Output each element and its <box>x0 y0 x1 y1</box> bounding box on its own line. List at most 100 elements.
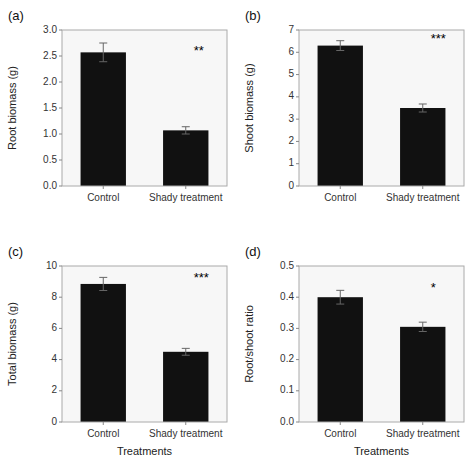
y-tick-label: 1 <box>288 157 294 168</box>
x-tick <box>185 422 186 425</box>
panel-label: (d) <box>245 244 261 259</box>
panel-label: (c) <box>8 244 23 259</box>
y-tick <box>59 160 62 161</box>
y-tick-label: 6 <box>51 322 57 333</box>
significance-label: *** <box>194 270 209 285</box>
y-tick <box>59 56 62 57</box>
y-tick-label: 0 <box>288 180 294 191</box>
marks <box>81 277 209 422</box>
panel: 0.00.51.01.52.02.53.0ControlShady treatm… <box>6 8 227 203</box>
y-tick <box>296 266 299 267</box>
y-tick <box>59 328 62 329</box>
panel: 0.0 0.1 0.2 0.3 0.4 0.5 Control Shady treatment… <box>243 244 464 457</box>
y-tick-label: 7 <box>288 24 294 35</box>
error-bar <box>336 290 344 304</box>
plot-area <box>299 30 464 186</box>
y-tick-label: 8 <box>51 291 57 302</box>
bar <box>318 46 363 186</box>
y-tick <box>59 390 62 391</box>
y-tick <box>59 82 62 83</box>
marks <box>318 290 446 422</box>
y-tick <box>296 30 299 31</box>
y-axis-label: Root/shoot ratio <box>243 305 255 383</box>
marks <box>318 41 446 186</box>
y-tick-label: 4 <box>288 90 294 101</box>
y-tick-label: 0.1 <box>280 384 294 395</box>
y-tick <box>296 141 299 142</box>
x-tick-label: Shady treatment <box>149 428 223 439</box>
y-tick-label: 0.2 <box>280 353 294 364</box>
frame <box>299 266 464 422</box>
error-bar <box>336 41 344 51</box>
significance-label: ** <box>194 43 204 58</box>
y-tick <box>296 359 299 360</box>
x-tick <box>340 422 341 425</box>
bar <box>318 297 363 422</box>
x-tick <box>185 186 186 189</box>
y-axis-label: Root biomass (g) <box>6 66 18 150</box>
y-tick <box>296 186 299 187</box>
bar <box>81 284 126 422</box>
y-tick-label: 0.4 <box>280 291 294 302</box>
x-tick <box>422 422 423 425</box>
error-bar <box>99 277 107 290</box>
y-axis-label: Total biomass (g) <box>6 302 18 386</box>
panel: 01234567ControlShady treatment***Shoot b… <box>243 8 464 203</box>
plot-area <box>62 266 227 422</box>
y-tick-label: 10 <box>46 260 58 271</box>
error-bar <box>182 348 190 355</box>
y-tick <box>296 52 299 53</box>
x-axis-label: Treatments <box>354 445 410 457</box>
x-tick-label: Shady treatment <box>386 192 460 203</box>
y-tick-label: 0.5 <box>280 260 294 271</box>
y-tick-label: 1.0 <box>43 128 57 139</box>
y-axis-label: Shoot biomass (g) <box>243 63 255 152</box>
significance-label: *** <box>431 31 446 46</box>
x-tick-label: Control <box>324 192 356 203</box>
y-tick <box>296 74 299 75</box>
x-tick <box>340 186 341 189</box>
figure: 0.00.51.01.52.02.53.0ControlShady treatm… <box>0 0 474 472</box>
frame <box>62 30 227 186</box>
y-tick-label: 0.5 <box>43 154 57 165</box>
y-tick <box>296 119 299 120</box>
y-tick-label: 4 <box>51 353 57 364</box>
y-tick-label: 2 <box>51 384 57 395</box>
panel-label: (a) <box>8 8 24 23</box>
y-tick <box>59 266 62 267</box>
y-tick <box>59 134 62 135</box>
bar <box>163 130 208 186</box>
error-bar <box>99 43 107 62</box>
y-tick-label: 0.3 <box>280 322 294 333</box>
y-tick-label: 0.0 <box>280 416 294 427</box>
y-tick-label: 2.0 <box>43 76 57 87</box>
x-tick-label: Control <box>324 428 356 439</box>
bar <box>400 108 445 186</box>
x-tick-label: Control <box>87 428 119 439</box>
y-tick <box>296 422 299 423</box>
y-tick <box>296 163 299 164</box>
y-tick-label: 0 <box>51 416 57 427</box>
x-tick-label: Shady treatment <box>386 428 460 439</box>
x-tick-label: Shady treatment <box>149 192 223 203</box>
frame <box>62 266 227 422</box>
plot-area <box>62 30 227 186</box>
y-tick <box>59 108 62 109</box>
bar <box>81 52 126 186</box>
y-tick <box>59 359 62 360</box>
significance-label: * <box>431 280 436 295</box>
panel: 0 2 4 6 8 10 Control Shady treatment *** Total bi… <box>6 244 227 457</box>
bar <box>163 352 208 422</box>
y-tick-label: 0.0 <box>43 180 57 191</box>
x-tick <box>422 186 423 189</box>
x-tick <box>103 422 104 425</box>
x-tick-label: Control <box>87 192 119 203</box>
frame <box>299 30 464 186</box>
y-tick <box>296 390 299 391</box>
y-tick <box>296 297 299 298</box>
error-bar <box>419 322 427 331</box>
plot-area <box>299 266 464 422</box>
error-bar <box>419 104 427 112</box>
error-bar <box>182 127 190 134</box>
y-tick-label: 2.5 <box>43 50 57 61</box>
